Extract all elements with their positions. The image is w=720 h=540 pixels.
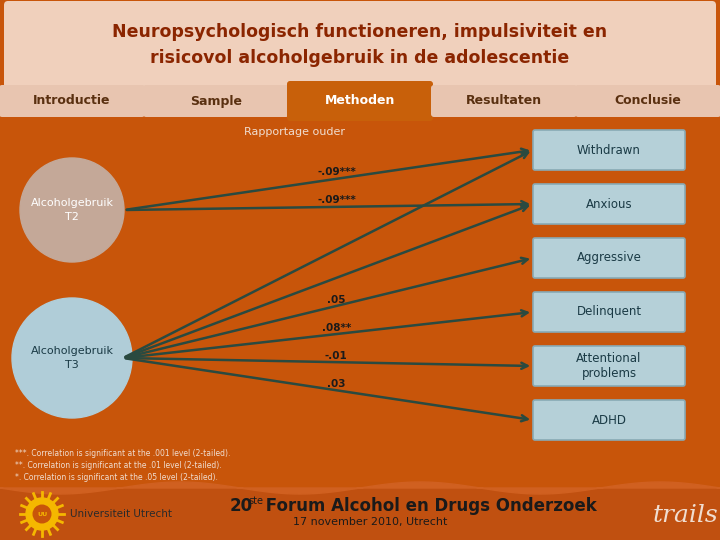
Text: Sample: Sample xyxy=(190,94,242,107)
Text: Introductie: Introductie xyxy=(33,94,111,107)
FancyBboxPatch shape xyxy=(533,184,685,224)
Text: Methoden: Methoden xyxy=(325,94,395,107)
Circle shape xyxy=(26,498,58,530)
Bar xyxy=(0,488,720,540)
FancyBboxPatch shape xyxy=(533,130,685,170)
FancyBboxPatch shape xyxy=(0,85,145,117)
Text: -.01: -.01 xyxy=(325,351,348,361)
Text: Resultaten: Resultaten xyxy=(466,94,542,107)
Text: trails: trails xyxy=(652,504,718,528)
Text: -.09***: -.09*** xyxy=(318,195,356,205)
Text: .08**: .08** xyxy=(322,323,351,333)
Text: ADHD: ADHD xyxy=(592,414,626,427)
Text: UU: UU xyxy=(37,511,47,516)
Text: Rapportage ouder: Rapportage ouder xyxy=(245,127,346,137)
Text: Delinquent: Delinquent xyxy=(577,306,642,319)
Text: **. Correlation is significant at the .01 level (2-tailed).: **. Correlation is significant at the .0… xyxy=(15,461,222,469)
FancyBboxPatch shape xyxy=(575,85,720,117)
Circle shape xyxy=(33,505,51,523)
FancyBboxPatch shape xyxy=(431,85,577,117)
FancyBboxPatch shape xyxy=(287,81,433,121)
Circle shape xyxy=(20,158,124,262)
Text: Withdrawn: Withdrawn xyxy=(577,144,641,157)
Text: .05: .05 xyxy=(327,295,346,305)
Text: ste: ste xyxy=(248,496,263,506)
Text: ***. Correlation is significant at the .001 level (2-tailed).: ***. Correlation is significant at the .… xyxy=(15,449,230,457)
Text: 17 november 2010, Utrecht: 17 november 2010, Utrecht xyxy=(293,517,447,527)
Text: Neuropsychologisch functioneren, impulsiviteit en: Neuropsychologisch functioneren, impulsi… xyxy=(112,23,608,41)
Text: .03: .03 xyxy=(327,379,346,389)
FancyBboxPatch shape xyxy=(4,1,716,89)
Text: Alcoholgebruik
T2: Alcoholgebruik T2 xyxy=(30,198,114,221)
Text: *. Correlation is significant at the .05 level (2-tailed).: *. Correlation is significant at the .05… xyxy=(15,472,218,482)
FancyBboxPatch shape xyxy=(533,238,685,278)
Text: Universiteit Utrecht: Universiteit Utrecht xyxy=(70,509,172,519)
FancyBboxPatch shape xyxy=(533,346,685,386)
Text: Conclusie: Conclusie xyxy=(615,94,681,107)
Text: risicovol alcoholgebruik in de adolescentie: risicovol alcoholgebruik in de adolescen… xyxy=(150,49,570,67)
Text: Anxious: Anxious xyxy=(585,198,632,211)
FancyBboxPatch shape xyxy=(533,292,685,332)
Text: Alcoholgebruik
T3: Alcoholgebruik T3 xyxy=(30,346,114,369)
Text: -.09***: -.09*** xyxy=(318,167,356,177)
Text: 20: 20 xyxy=(230,497,253,515)
Text: Attentional
problems: Attentional problems xyxy=(576,352,642,381)
FancyBboxPatch shape xyxy=(143,85,289,117)
Circle shape xyxy=(12,298,132,418)
Text: Forum Alcohol en Drugs Onderzoek: Forum Alcohol en Drugs Onderzoek xyxy=(260,497,597,515)
FancyBboxPatch shape xyxy=(533,400,685,440)
Text: Aggressive: Aggressive xyxy=(577,252,642,265)
